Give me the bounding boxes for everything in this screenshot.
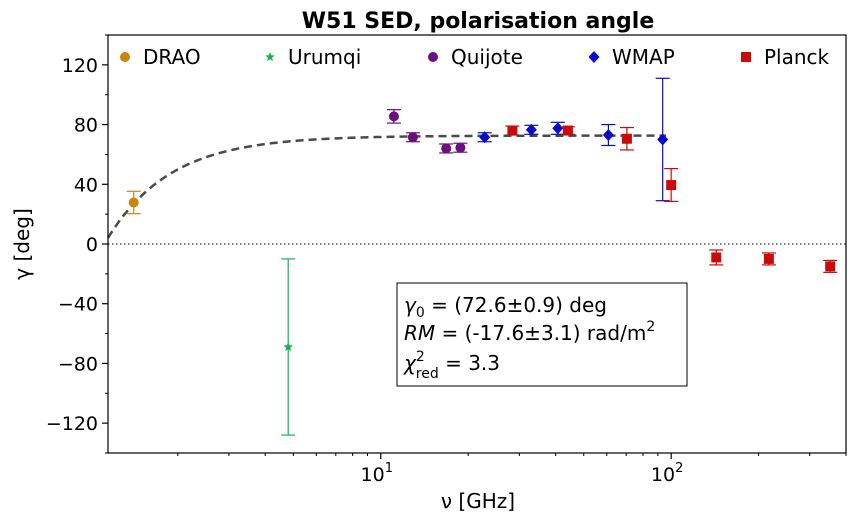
y-axis-label: γ [deg] — [10, 208, 34, 280]
legend-marker-drao — [120, 52, 130, 62]
x-tick-base: 10 — [651, 464, 675, 486]
legend-marker-planck — [741, 52, 751, 62]
data-point-quijote — [407, 132, 418, 143]
x-axis-label: ν [GHz] — [441, 489, 515, 513]
data-point-quijote — [388, 111, 399, 122]
legend-label: Urumqi — [288, 45, 361, 69]
data-point-quijote — [455, 142, 466, 153]
data-point-wmap — [552, 122, 564, 135]
fit-layer — [106, 134, 667, 239]
data-point-planck — [763, 253, 774, 264]
ann-gamma-symbol: γ — [404, 293, 417, 317]
annotation-gamma0: γ0 = (72.6±0.9) deg — [404, 293, 607, 321]
y-tick-label: −120 — [46, 413, 98, 435]
data-point-drao — [128, 197, 139, 208]
data-point-planck — [711, 252, 722, 263]
legend-item-drao: DRAO — [120, 45, 201, 69]
legend-item-urumqi: Urumqi — [265, 45, 361, 69]
data-layer — [126, 77, 838, 436]
ann-gamma-value: = (72.6±0.9) deg — [425, 293, 607, 317]
x-tick-label: 101 — [361, 461, 393, 486]
y-tick-label: 0 — [86, 234, 98, 256]
legend-label: Quijote — [451, 45, 523, 69]
chart-title: W51 SED, polarisation angle — [302, 9, 654, 34]
data-point-wmap — [479, 131, 491, 144]
legend-label: Planck — [764, 45, 830, 69]
ann-chi-value: = 3.3 — [439, 351, 500, 375]
ann-rm-value: = (-17.6±3.1) rad/m — [435, 321, 646, 345]
legend-label: WMAP — [612, 45, 675, 69]
data-point-wmap — [525, 123, 537, 136]
ann-chi-symbol: χ — [403, 351, 417, 375]
y-tick-label: 80 — [74, 115, 98, 137]
series-planck — [505, 125, 838, 273]
legend-item-quijote: Quijote — [428, 45, 523, 69]
data-point-planck — [666, 180, 677, 191]
legend-item-wmap: WMAP — [588, 45, 675, 69]
data-point-planck — [621, 133, 632, 144]
legend-marker-urumqi — [265, 52, 275, 62]
series-quijote — [386, 109, 468, 154]
annotation-rm: RM = (-17.6±3.1) rad/m2 — [404, 319, 655, 345]
annotation-frame — [396, 282, 688, 387]
ann-gamma-sub: 0 — [416, 305, 425, 321]
ann-rm-sup: 2 — [646, 319, 655, 335]
ann-chi-sup: 2 — [416, 349, 425, 365]
legend-item-planck: Planck — [741, 45, 830, 69]
annotation-chi2: χ2 red = 3.3 — [403, 349, 500, 382]
ann-rm-symbol: RM — [404, 321, 435, 345]
y-tick-label: 40 — [74, 174, 98, 196]
data-point-wmap — [657, 133, 669, 146]
legend-label: DRAO — [143, 45, 201, 69]
data-point-urumqi — [283, 342, 293, 352]
y-tick-label: −80 — [58, 353, 98, 375]
data-point-wmap — [602, 129, 614, 142]
legend-marker-wmap — [588, 51, 600, 63]
fit-curve — [106, 134, 667, 239]
x-tick-exponent: 1 — [385, 461, 393, 476]
annotation-box: γ0 = (72.6±0.9) deg RM = (-17.6±3.1) rad… — [396, 282, 688, 387]
data-point-planck — [562, 125, 573, 136]
series-wmap — [477, 77, 670, 202]
x-tick-base: 10 — [361, 464, 385, 486]
data-point-quijote — [441, 143, 452, 154]
legend-marker-quijote — [428, 52, 438, 62]
data-point-planck — [507, 125, 518, 136]
x-tick-exponent: 2 — [675, 461, 683, 476]
series-urumqi — [281, 258, 296, 436]
legend: DRAO Urumqi Quijote WMAP Planck — [120, 45, 830, 69]
series-drao — [126, 190, 141, 215]
y-tick-label: −40 — [58, 294, 98, 316]
ann-chi-sub: red — [416, 366, 439, 382]
y-tick-label: 120 — [62, 55, 98, 77]
x-tick-label: 102 — [651, 461, 683, 486]
data-point-planck — [825, 261, 836, 272]
